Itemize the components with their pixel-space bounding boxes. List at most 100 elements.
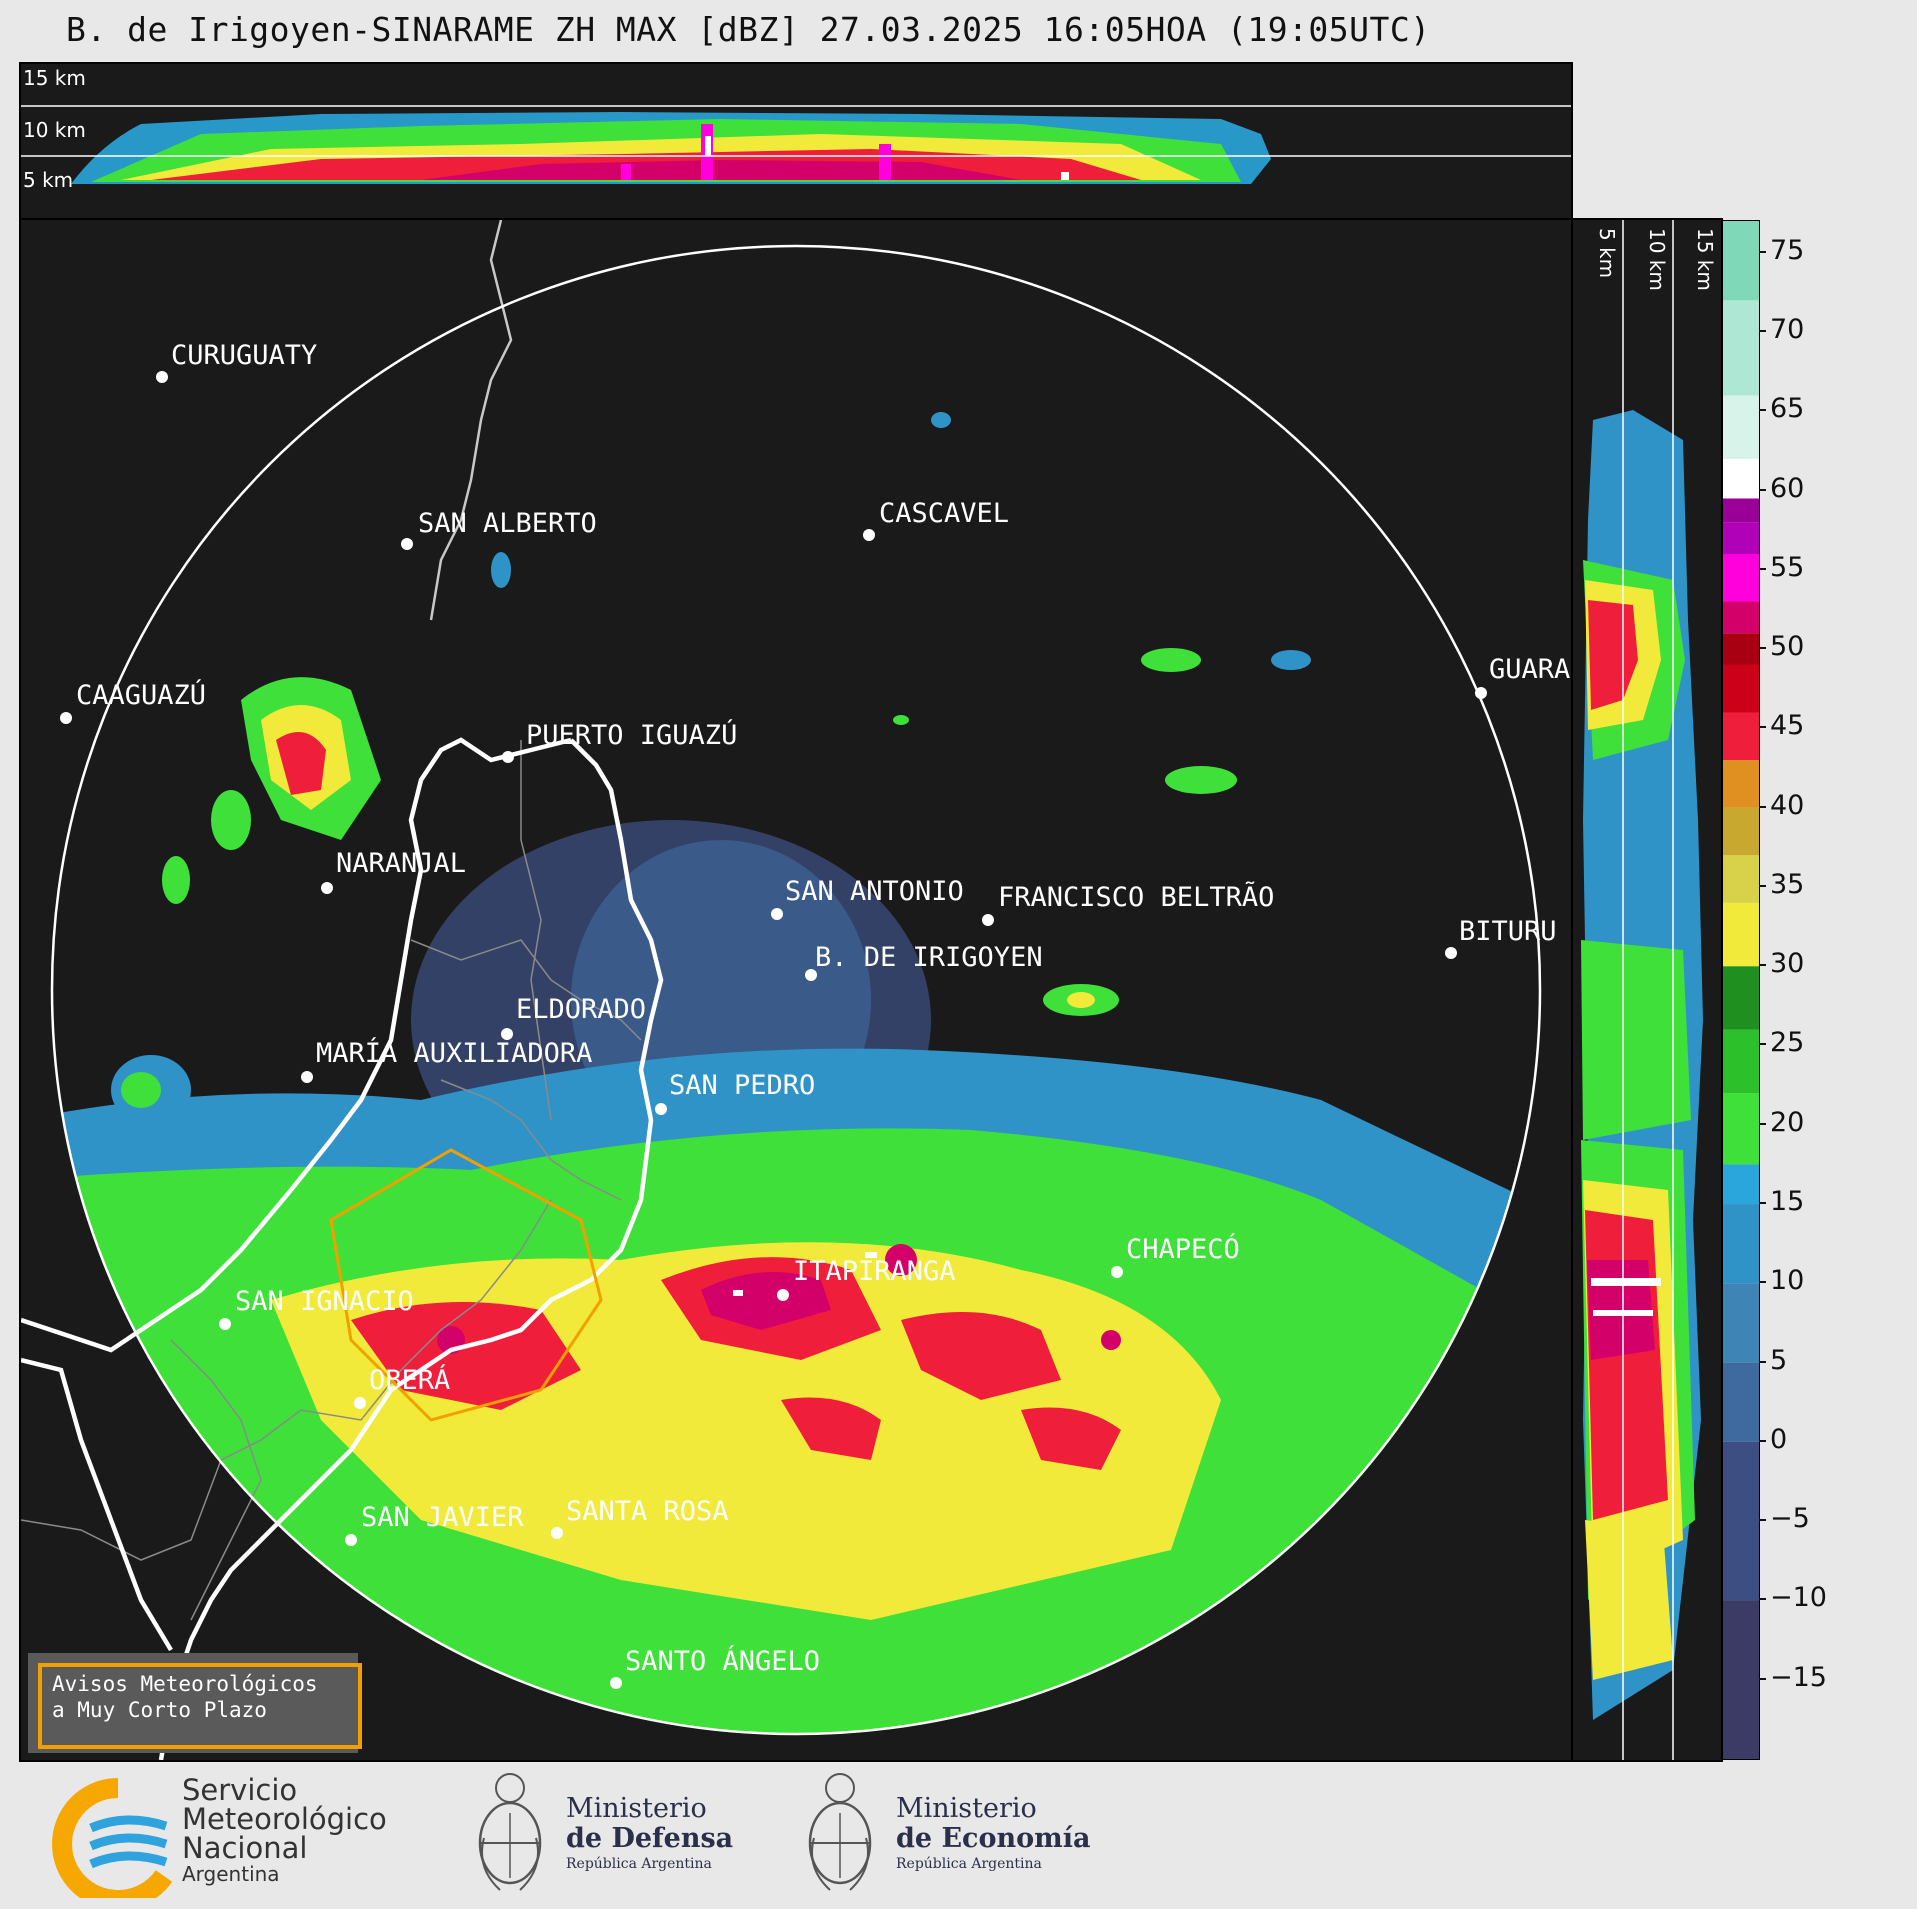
colorbar-tick-label: 50: [1770, 631, 1805, 663]
colorbar-segment: [1723, 1204, 1759, 1284]
country-border-paraguay: [21, 737, 572, 1353]
altitude-label-5km: 5 km: [23, 168, 74, 192]
defensa-line2: de Defensa: [566, 1823, 734, 1854]
colorbar-segment: [1723, 807, 1759, 856]
colorbar-tick-label: 5: [1770, 1344, 1788, 1376]
city-label-maria-auxiliadora: MARÍA AUXILIADORA: [316, 1038, 593, 1069]
radar-map: [21, 220, 1542, 1760]
colorbar-tick-mark: [1759, 726, 1766, 729]
colorbar-segment: [1723, 498, 1759, 523]
city-markers: [60, 371, 1487, 1689]
city-label-san-pedro: SAN PEDRO: [669, 1070, 816, 1101]
economia-line3: República Argentina: [896, 1856, 1042, 1872]
top-cross-section-panel: 15 km 10 km 5 km: [19, 62, 1573, 220]
smn-line3: Nacional: [182, 1831, 308, 1865]
colorbar-segment: [1723, 1362, 1759, 1442]
colorbar-tick-mark: [1759, 964, 1766, 967]
colorbar-segment: [1723, 1283, 1759, 1363]
colorbar-tick-mark: [1759, 884, 1766, 887]
smn-line1: Servicio: [182, 1773, 298, 1807]
state-border-line: [429, 220, 513, 621]
city-label-curuguaty: CURUGUATY: [171, 340, 318, 371]
footer-logos: Servicio Meteorológico Nacional Argentin…: [0, 1760, 1917, 1909]
colorbar-tick-label: −15: [1770, 1661, 1827, 1693]
colorbar-tick-mark: [1759, 1122, 1766, 1125]
colorbar-segment: [1723, 1093, 1759, 1165]
colorbar-segment: [1723, 458, 1759, 499]
defensa-line3: República Argentina: [566, 1856, 712, 1872]
colorbar-tick-mark: [1759, 250, 1766, 253]
economia-line2: de Economía: [896, 1823, 1091, 1854]
colorbar-tick-label: 65: [1770, 393, 1805, 425]
smn-line4: Argentina: [182, 1862, 280, 1886]
colorbar-tick-label: −5: [1770, 1503, 1810, 1535]
city-label-caaguazu: CAAGUAZÚ: [76, 680, 207, 711]
city-label-eldorado: ELDORADO: [516, 994, 647, 1025]
city-label-puerto-iguazu: PUERTO IGUAZÚ: [526, 720, 738, 751]
city-label-bituru: BITURU: [1459, 916, 1557, 947]
defensa-line1: Ministerio: [566, 1793, 707, 1824]
colorbar-segment: [1723, 553, 1759, 602]
city-label-francisco-beltrao: FRANCISCO BELTRÃO: [998, 882, 1275, 913]
coat-of-arms-defensa-icon: [478, 1773, 542, 1891]
colorbar-tick-label: 70: [1770, 313, 1805, 345]
colorbar-tick-mark: [1759, 805, 1766, 808]
city-label-santa-rosa: SANTA ROSA: [566, 1496, 729, 1527]
alert-box-line2: a Muy Corto Plazo: [52, 1698, 267, 1722]
colorbar-segment: [1723, 522, 1759, 554]
colorbar-segment: [1723, 395, 1759, 459]
colorbar-tick-mark: [1759, 1360, 1766, 1363]
smn-line2: Meteorológico: [182, 1802, 387, 1836]
colorbar-segment: [1723, 966, 1759, 1030]
city-label-san-ignacio: SAN IGNACIO: [235, 1286, 414, 1317]
side-cross-section-panel: 5 km 10 km 15 km: [1571, 218, 1723, 1762]
smn-logo-text: Servicio Meteorológico Nacional Argentin…: [182, 1773, 387, 1886]
altitude-label-15km: 15 km: [23, 66, 86, 90]
colorbar-segment: [1723, 855, 1759, 903]
city-label-san-alberto: SAN ALBERTO: [418, 508, 597, 539]
colorbar-tick-label: 20: [1770, 1106, 1805, 1138]
colorbar-tick-label: 0: [1770, 1423, 1788, 1455]
alert-polygon: [329, 1148, 603, 1422]
altitude-label-5km: 5 km: [1595, 228, 1619, 279]
city-label-b-de-irigoyen: B. DE IRIGOYEN: [815, 942, 1043, 973]
colorbar-tick-mark: [1759, 1519, 1766, 1522]
colorbar-segment: [1723, 902, 1759, 967]
city-label-itapiranga: ITAPIRANGA: [793, 1256, 956, 1287]
city-label-san-antonio: SAN ANTONIO: [785, 876, 964, 907]
colorbar-segment: [1723, 1600, 1759, 1759]
colorbar-tick-label: 30: [1770, 948, 1805, 980]
colorbar-tick-mark: [1759, 1677, 1766, 1680]
colorbar-tick-mark: [1759, 1598, 1766, 1601]
alert-box-line1: Avisos Meteorológicos: [52, 1672, 318, 1696]
colorbar-tick-label: 55: [1770, 551, 1805, 583]
colorbar-tick-label: 60: [1770, 472, 1805, 504]
reflectivity-colorbar: [1722, 220, 1760, 1760]
reflectivity-field: [52, 412, 1540, 1734]
colorbar-tick-label: 25: [1770, 1027, 1805, 1059]
page-title: B. de Irigoyen-SINARAME ZH MAX [dBZ] 27.…: [66, 10, 1431, 49]
colorbar-tick-mark: [1759, 1043, 1766, 1046]
colorbar-segment: [1723, 300, 1759, 396]
altitude-label-10km: 10 km: [23, 118, 86, 142]
colorbar-tick-label: 75: [1770, 234, 1805, 266]
radar-range-ring: [50, 244, 1542, 1736]
colorbar-tick-mark: [1759, 647, 1766, 650]
city-label-obera: OBERÁ: [369, 1365, 451, 1396]
city-label-naranjal: NARANJAL: [336, 848, 467, 879]
colorbar-segment: [1723, 1029, 1759, 1094]
colorbar-segment: [1723, 1441, 1759, 1601]
colorbar-tick-label: 40: [1770, 789, 1805, 821]
economia-line1: Ministerio: [896, 1793, 1037, 1824]
colorbar-tick-label: 35: [1770, 868, 1805, 900]
city-label-chapeco: CHAPECÓ: [1126, 1234, 1240, 1265]
colorbar-tick-label: 45: [1770, 710, 1805, 742]
city-label-santo-angelo: SANTO ÁNGELO: [625, 1646, 821, 1677]
radar-map-panel: CURUGUATY SAN ALBERTO CASCAVEL CAAGUAZÚ …: [19, 218, 1573, 1762]
district-borders: [21, 1199, 552, 1561]
colorbar-segment: [1723, 633, 1759, 665]
colorbar-tick-mark: [1759, 1281, 1766, 1284]
colorbar-segment: [1723, 760, 1759, 808]
colorbar-segment: [1723, 221, 1759, 301]
colorbar-segment: [1723, 712, 1759, 761]
